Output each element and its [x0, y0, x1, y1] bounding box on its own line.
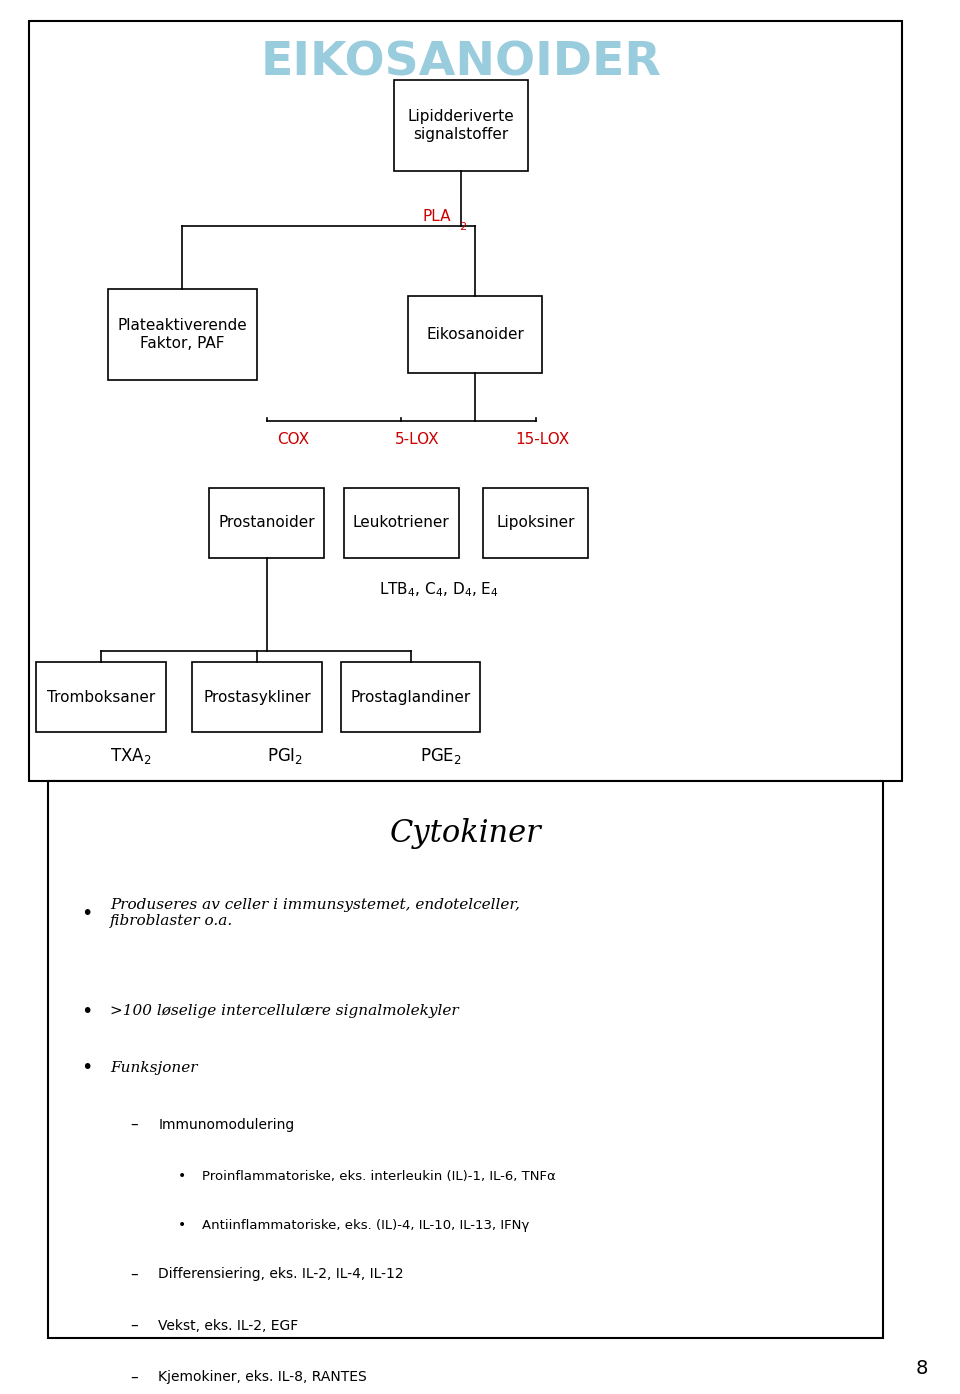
FancyBboxPatch shape [394, 79, 528, 171]
Text: COX: COX [276, 432, 309, 446]
Text: Kjemokiner, eks. IL-8, RANTES: Kjemokiner, eks. IL-8, RANTES [158, 1370, 367, 1384]
Text: Proinflammatoriske, eks. interleukin (IL)-1, IL-6, TNFα: Proinflammatoriske, eks. interleukin (IL… [202, 1170, 555, 1182]
Text: Cytokiner: Cytokiner [390, 818, 541, 849]
Text: •: • [81, 903, 92, 923]
Text: 8: 8 [916, 1359, 927, 1379]
Text: 5-LOX: 5-LOX [396, 432, 440, 446]
FancyBboxPatch shape [342, 662, 480, 732]
Text: Leukotriener: Leukotriener [353, 516, 449, 530]
Text: •: • [179, 1218, 186, 1232]
Text: Prostanoider: Prostanoider [219, 516, 315, 530]
Text: PGE$_2$: PGE$_2$ [420, 746, 463, 765]
Text: 2: 2 [459, 222, 466, 233]
Text: Prostasykliner: Prostasykliner [204, 690, 311, 704]
Text: Produseres av celler i immunsystemet, endotelceller,
fibroblaster o.a.: Produseres av celler i immunsystemet, en… [110, 898, 520, 928]
Text: Vekst, eks. IL-2, EGF: Vekst, eks. IL-2, EGF [158, 1319, 299, 1333]
Text: LTB$_4$, C$_4$, D$_4$, E$_4$: LTB$_4$, C$_4$, D$_4$, E$_4$ [379, 580, 499, 599]
Text: –: – [131, 1370, 138, 1384]
FancyBboxPatch shape [192, 662, 323, 732]
Text: EIKOSANOIDER: EIKOSANOIDER [260, 40, 661, 85]
Text: Lipoksiner: Lipoksiner [496, 516, 575, 530]
FancyBboxPatch shape [344, 488, 459, 558]
Text: 15-LOX: 15-LOX [516, 432, 569, 446]
FancyBboxPatch shape [48, 781, 883, 1338]
Text: Eikosanoider: Eikosanoider [426, 328, 524, 342]
Text: •: • [81, 1001, 92, 1020]
Text: Funksjoner: Funksjoner [110, 1061, 198, 1075]
Text: Prostaglandiner: Prostaglandiner [350, 690, 471, 704]
Text: –: – [131, 1117, 138, 1132]
Text: Lipidderiverte
signalstoffer: Lipidderiverte signalstoffer [407, 109, 515, 142]
Text: Tromboksaner: Tromboksaner [47, 690, 155, 704]
Text: PGI$_2$: PGI$_2$ [267, 746, 303, 765]
Text: Plateaktiverende
Faktor, PAF: Plateaktiverende Faktor, PAF [117, 318, 248, 351]
FancyBboxPatch shape [29, 21, 902, 781]
Text: PLA: PLA [422, 209, 451, 223]
FancyBboxPatch shape [408, 297, 542, 374]
Text: TXA$_2$: TXA$_2$ [110, 746, 152, 765]
Text: •: • [81, 1058, 92, 1078]
Text: Immunomodulering: Immunomodulering [158, 1118, 295, 1132]
Text: –: – [131, 1267, 138, 1281]
FancyBboxPatch shape [108, 290, 257, 381]
Text: –: – [131, 1319, 138, 1333]
FancyBboxPatch shape [483, 488, 588, 558]
FancyBboxPatch shape [36, 662, 165, 732]
FancyBboxPatch shape [209, 488, 324, 558]
Text: •: • [179, 1170, 186, 1184]
Text: >100 løselige intercellulære signalmolekyler: >100 løselige intercellulære signalmolek… [110, 1004, 459, 1018]
Text: Antiinflammatoriske, eks. (IL)-4, IL-10, IL-13, IFNγ: Antiinflammatoriske, eks. (IL)-4, IL-10,… [202, 1218, 529, 1232]
Text: Differensiering, eks. IL-2, IL-4, IL-12: Differensiering, eks. IL-2, IL-4, IL-12 [158, 1267, 404, 1281]
